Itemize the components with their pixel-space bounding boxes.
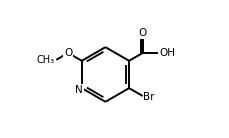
Text: CH₃: CH₃ (37, 55, 55, 65)
Text: O: O (64, 48, 72, 58)
Text: Br: Br (143, 92, 154, 102)
Text: N: N (75, 85, 83, 95)
Text: OH: OH (158, 48, 174, 58)
Text: O: O (138, 28, 146, 38)
